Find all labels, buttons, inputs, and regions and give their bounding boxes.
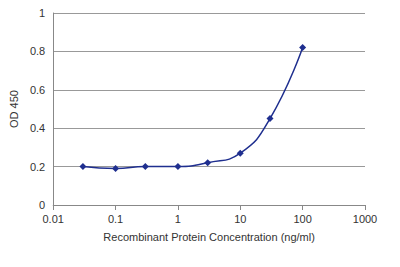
svg-text:Recombinant Protein Concentrat: Recombinant Protein Concentration (ng/ml… (103, 231, 315, 243)
svg-text:0: 0 (39, 199, 45, 211)
svg-text:100: 100 (293, 213, 311, 225)
svg-text:0.8: 0.8 (30, 45, 45, 57)
svg-text:0.1: 0.1 (108, 213, 123, 225)
svg-text:0.01: 0.01 (42, 213, 63, 225)
svg-text:10: 10 (234, 213, 246, 225)
svg-text:0.6: 0.6 (30, 84, 45, 96)
svg-text:1: 1 (39, 7, 45, 19)
svg-text:OD 450: OD 450 (8, 90, 20, 128)
svg-text:0.4: 0.4 (30, 122, 45, 134)
svg-text:0.2: 0.2 (30, 161, 45, 173)
svg-text:1: 1 (175, 213, 181, 225)
svg-text:1000: 1000 (353, 213, 377, 225)
